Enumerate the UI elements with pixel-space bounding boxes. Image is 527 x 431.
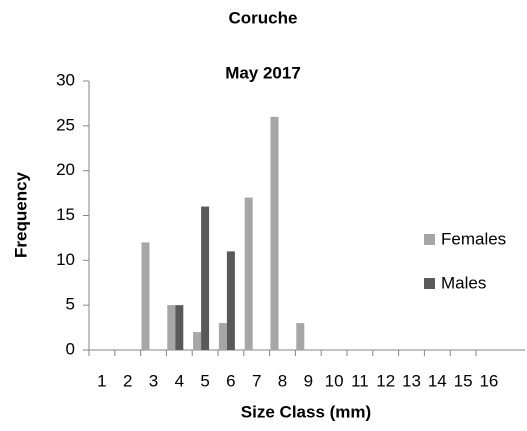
bar [270, 116, 279, 350]
x-tick-label: 10 [325, 371, 344, 390]
x-tick-label: 4 [175, 371, 184, 390]
x-tick-label: 9 [304, 371, 313, 390]
x-tick-label: 13 [402, 371, 421, 390]
y-tick-label: 20 [56, 160, 75, 179]
y-axis-label: Frequency [11, 171, 30, 258]
legend-swatch [424, 278, 435, 289]
bar [167, 305, 176, 350]
x-tick-label: 7 [252, 371, 261, 390]
chart-title: Coruche [229, 8, 298, 27]
y-tick-label: 25 [56, 115, 75, 134]
bar [141, 242, 150, 350]
bar [193, 332, 202, 350]
x-tick-label: 2 [123, 371, 132, 390]
x-tick-label: 16 [479, 371, 498, 390]
bar [201, 206, 210, 350]
y-tick-label: 30 [56, 70, 75, 89]
legend-label: Males [441, 273, 486, 292]
legend-swatch [424, 234, 435, 245]
y-tick-label: 0 [66, 339, 75, 358]
bar [218, 323, 227, 350]
bar [296, 323, 305, 350]
x-tick-label: 5 [200, 371, 209, 390]
x-tick-label: 15 [454, 371, 473, 390]
bar [244, 197, 253, 350]
x-tick-label: 6 [226, 371, 235, 390]
y-tick-label: 15 [56, 205, 75, 224]
x-tick-label: 11 [351, 371, 369, 390]
x-tick-label: 8 [278, 371, 287, 390]
x-tick-label: 14 [428, 371, 447, 390]
y-tick-label: 5 [66, 295, 75, 314]
x-tick-label: 1 [97, 371, 106, 390]
legend-label: Females [441, 229, 506, 248]
chart-subtitle: May 2017 [225, 63, 301, 82]
x-axis-label: Size Class (mm) [241, 402, 371, 421]
x-tick-label: 12 [376, 371, 395, 390]
bar [175, 305, 184, 350]
y-tick-label: 10 [56, 250, 75, 269]
bar [226, 251, 235, 350]
x-tick-label: 3 [149, 371, 158, 390]
